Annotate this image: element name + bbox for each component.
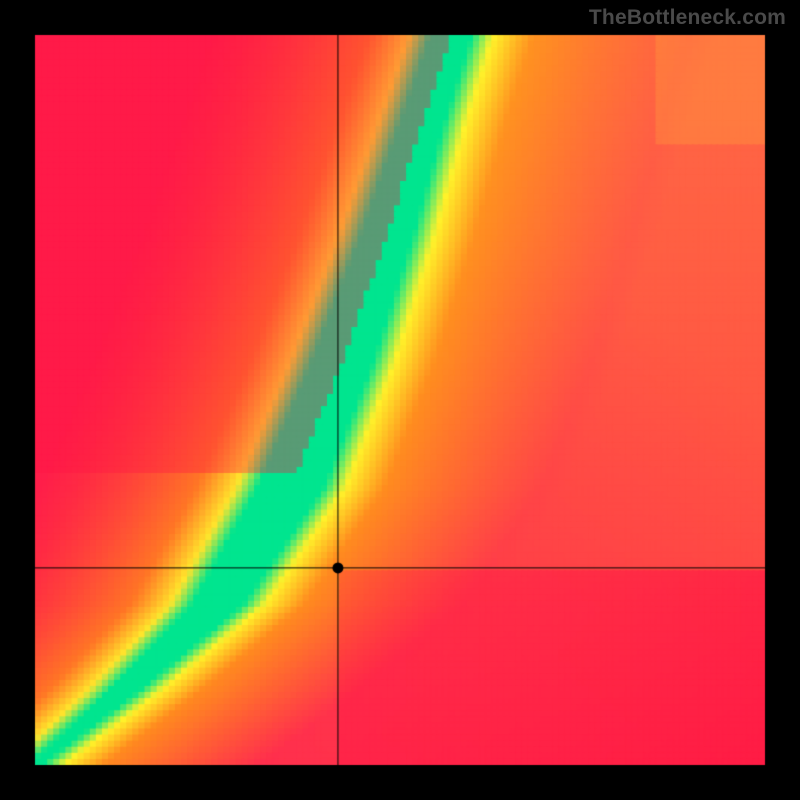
bottleneck-heatmap: [0, 0, 800, 800]
watermark-label: TheBottleneck.com: [589, 6, 786, 30]
